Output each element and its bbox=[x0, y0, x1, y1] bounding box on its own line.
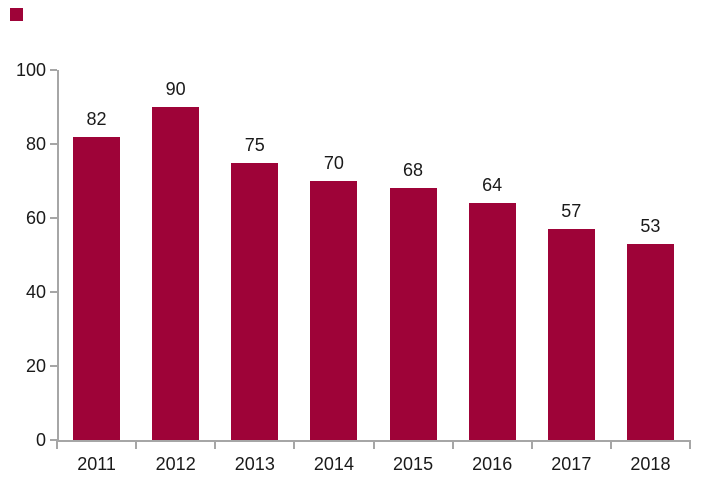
bar-value-label: 70 bbox=[323, 153, 344, 173]
y-tick bbox=[50, 365, 57, 367]
bar bbox=[231, 162, 279, 440]
x-category-label: 2015 bbox=[393, 454, 434, 474]
bar-value-label: 53 bbox=[640, 215, 661, 236]
bar bbox=[468, 203, 516, 440]
x-tick bbox=[609, 440, 612, 449]
y-tick bbox=[50, 439, 57, 441]
accent-marker-square bbox=[10, 8, 23, 21]
x-tick bbox=[372, 440, 375, 449]
x-tick bbox=[451, 440, 454, 449]
x-axis-line bbox=[57, 440, 691, 442]
bar bbox=[626, 243, 674, 440]
y-tick bbox=[50, 143, 57, 145]
y-tick-label: 20 bbox=[25, 356, 46, 376]
bar-value-label: 64 bbox=[482, 175, 503, 196]
x-tick bbox=[214, 440, 217, 449]
bar-value-label: 82 bbox=[86, 108, 107, 129]
x-category-label: 2011 bbox=[77, 454, 116, 474]
y-tick-label: 0 bbox=[35, 430, 46, 450]
bar-value-label: 90 bbox=[165, 79, 186, 99]
bar bbox=[389, 188, 437, 440]
bar bbox=[73, 136, 121, 440]
bar bbox=[547, 229, 595, 440]
bar bbox=[152, 107, 200, 440]
bar-value-label: 57 bbox=[561, 201, 582, 222]
x-category-label: 2012 bbox=[155, 454, 196, 474]
x-tick bbox=[293, 440, 296, 449]
x-tick bbox=[135, 440, 138, 449]
y-tick-label: 60 bbox=[25, 208, 46, 228]
bar bbox=[310, 181, 358, 440]
y-tick-label: 80 bbox=[25, 134, 46, 154]
x-category-label: 2017 bbox=[551, 454, 592, 474]
y-axis-line bbox=[57, 70, 59, 440]
y-tick-label: 40 bbox=[25, 282, 46, 302]
x-category-label: 2016 bbox=[472, 454, 513, 474]
x-tick bbox=[56, 440, 58, 449]
x-category-label: 2013 bbox=[234, 454, 275, 474]
bar-value-label: 75 bbox=[244, 134, 265, 155]
y-tick bbox=[50, 69, 57, 71]
bar-value-label: 68 bbox=[403, 160, 424, 181]
y-tick bbox=[50, 217, 57, 219]
x-category-label: 2014 bbox=[313, 454, 354, 474]
x-category-label: 2018 bbox=[630, 454, 671, 474]
y-tick bbox=[50, 291, 57, 293]
x-tick bbox=[530, 440, 533, 449]
x-tick bbox=[689, 440, 691, 449]
y-tick-label: 100 bbox=[15, 60, 46, 80]
